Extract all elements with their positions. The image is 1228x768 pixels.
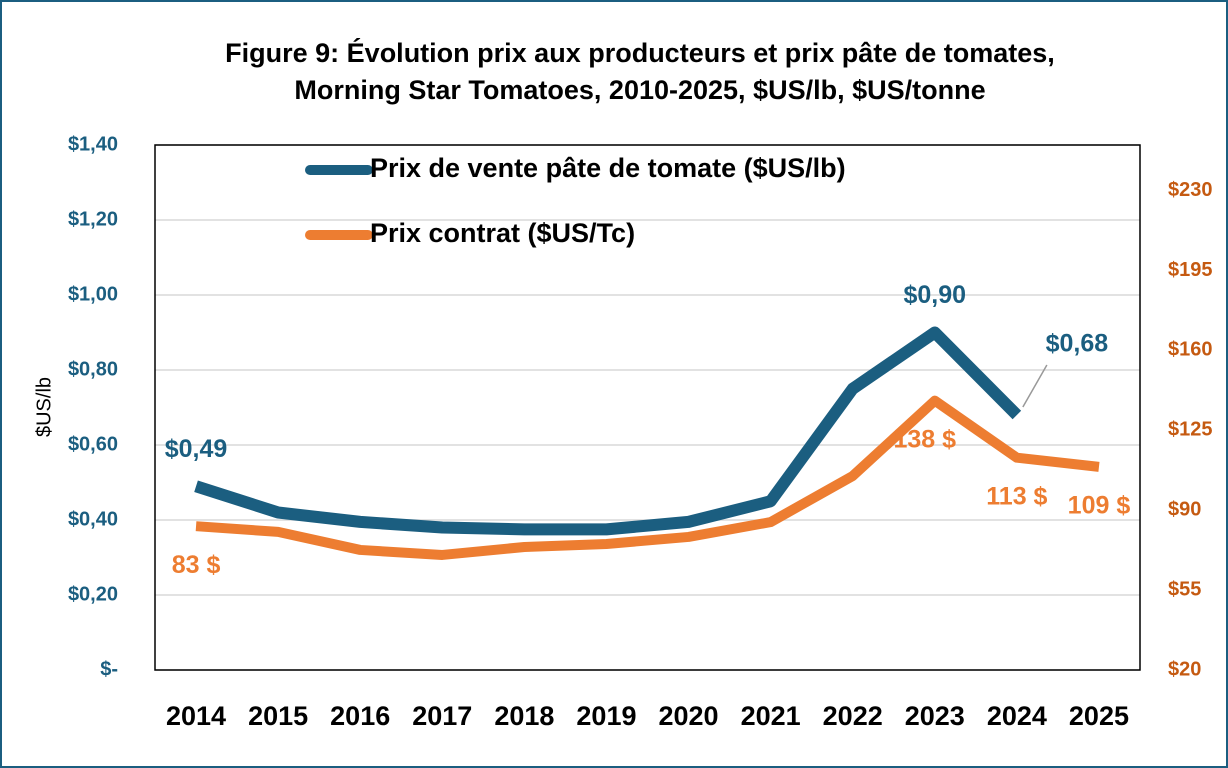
x-tick-label: 2017 xyxy=(412,701,472,731)
y2-tick-label: $55 xyxy=(1168,578,1201,600)
y-tick-label: $1,00 xyxy=(68,283,118,305)
y-tick-label: $1,20 xyxy=(68,208,118,230)
y2-tick-label: $125 xyxy=(1168,419,1213,441)
y2-tick-label: $195 xyxy=(1168,259,1213,281)
legend-label: Prix de vente pâte de tomate ($US/lb) xyxy=(370,153,846,183)
plot-border xyxy=(154,144,1141,671)
y-tick-label: $0,20 xyxy=(68,583,118,605)
series-line xyxy=(194,326,1022,536)
x-tick-label: 2024 xyxy=(987,701,1047,731)
x-tick-label: 2015 xyxy=(248,701,308,731)
y-tick-label: $1,40 xyxy=(68,133,118,155)
data-label: $0,49 xyxy=(165,435,228,463)
x-tick-label: 2014 xyxy=(166,701,226,731)
data-label: 113 $ xyxy=(986,482,1047,510)
x-tick-label: 2021 xyxy=(741,701,801,731)
data-label: 109 $ xyxy=(1068,491,1131,519)
y-axis-label: $US/lb xyxy=(33,377,55,437)
chart-title: Figure 9: Évolution prix aux producteurs… xyxy=(225,37,1055,68)
x-tick-label: 2016 xyxy=(330,701,390,731)
label-leader xyxy=(1022,364,1048,408)
x-tick-label: 2022 xyxy=(823,701,883,731)
x-tick-label: 2018 xyxy=(494,701,554,731)
x-tick-label: 2020 xyxy=(659,701,719,731)
y-tick-label: $0,40 xyxy=(68,508,118,530)
data-label: $0,90 xyxy=(904,281,967,309)
y2-tick-label: $20 xyxy=(1168,658,1201,680)
data-label: $0,68 xyxy=(1046,330,1109,358)
y2-tick-label: $90 xyxy=(1168,498,1201,520)
chart-title: Morning Star Tomatoes, 2010-2025, $US/lb… xyxy=(294,75,985,105)
series-line xyxy=(195,395,1100,560)
y2-tick-label: $230 xyxy=(1168,179,1213,201)
y-tick-label: $0,80 xyxy=(68,358,118,380)
legend-label: Prix contrat ($US/Tc) xyxy=(370,218,635,248)
data-label: 138 $ xyxy=(894,425,957,453)
x-tick-label: 2023 xyxy=(905,701,965,731)
y-tick-label: $0,60 xyxy=(68,433,118,455)
data-label: 83 $ xyxy=(172,551,221,579)
x-tick-label: 2025 xyxy=(1069,701,1129,731)
y-tick-label: $- xyxy=(100,658,118,680)
y2-tick-label: $160 xyxy=(1168,339,1213,361)
x-tick-label: 2019 xyxy=(576,701,636,731)
